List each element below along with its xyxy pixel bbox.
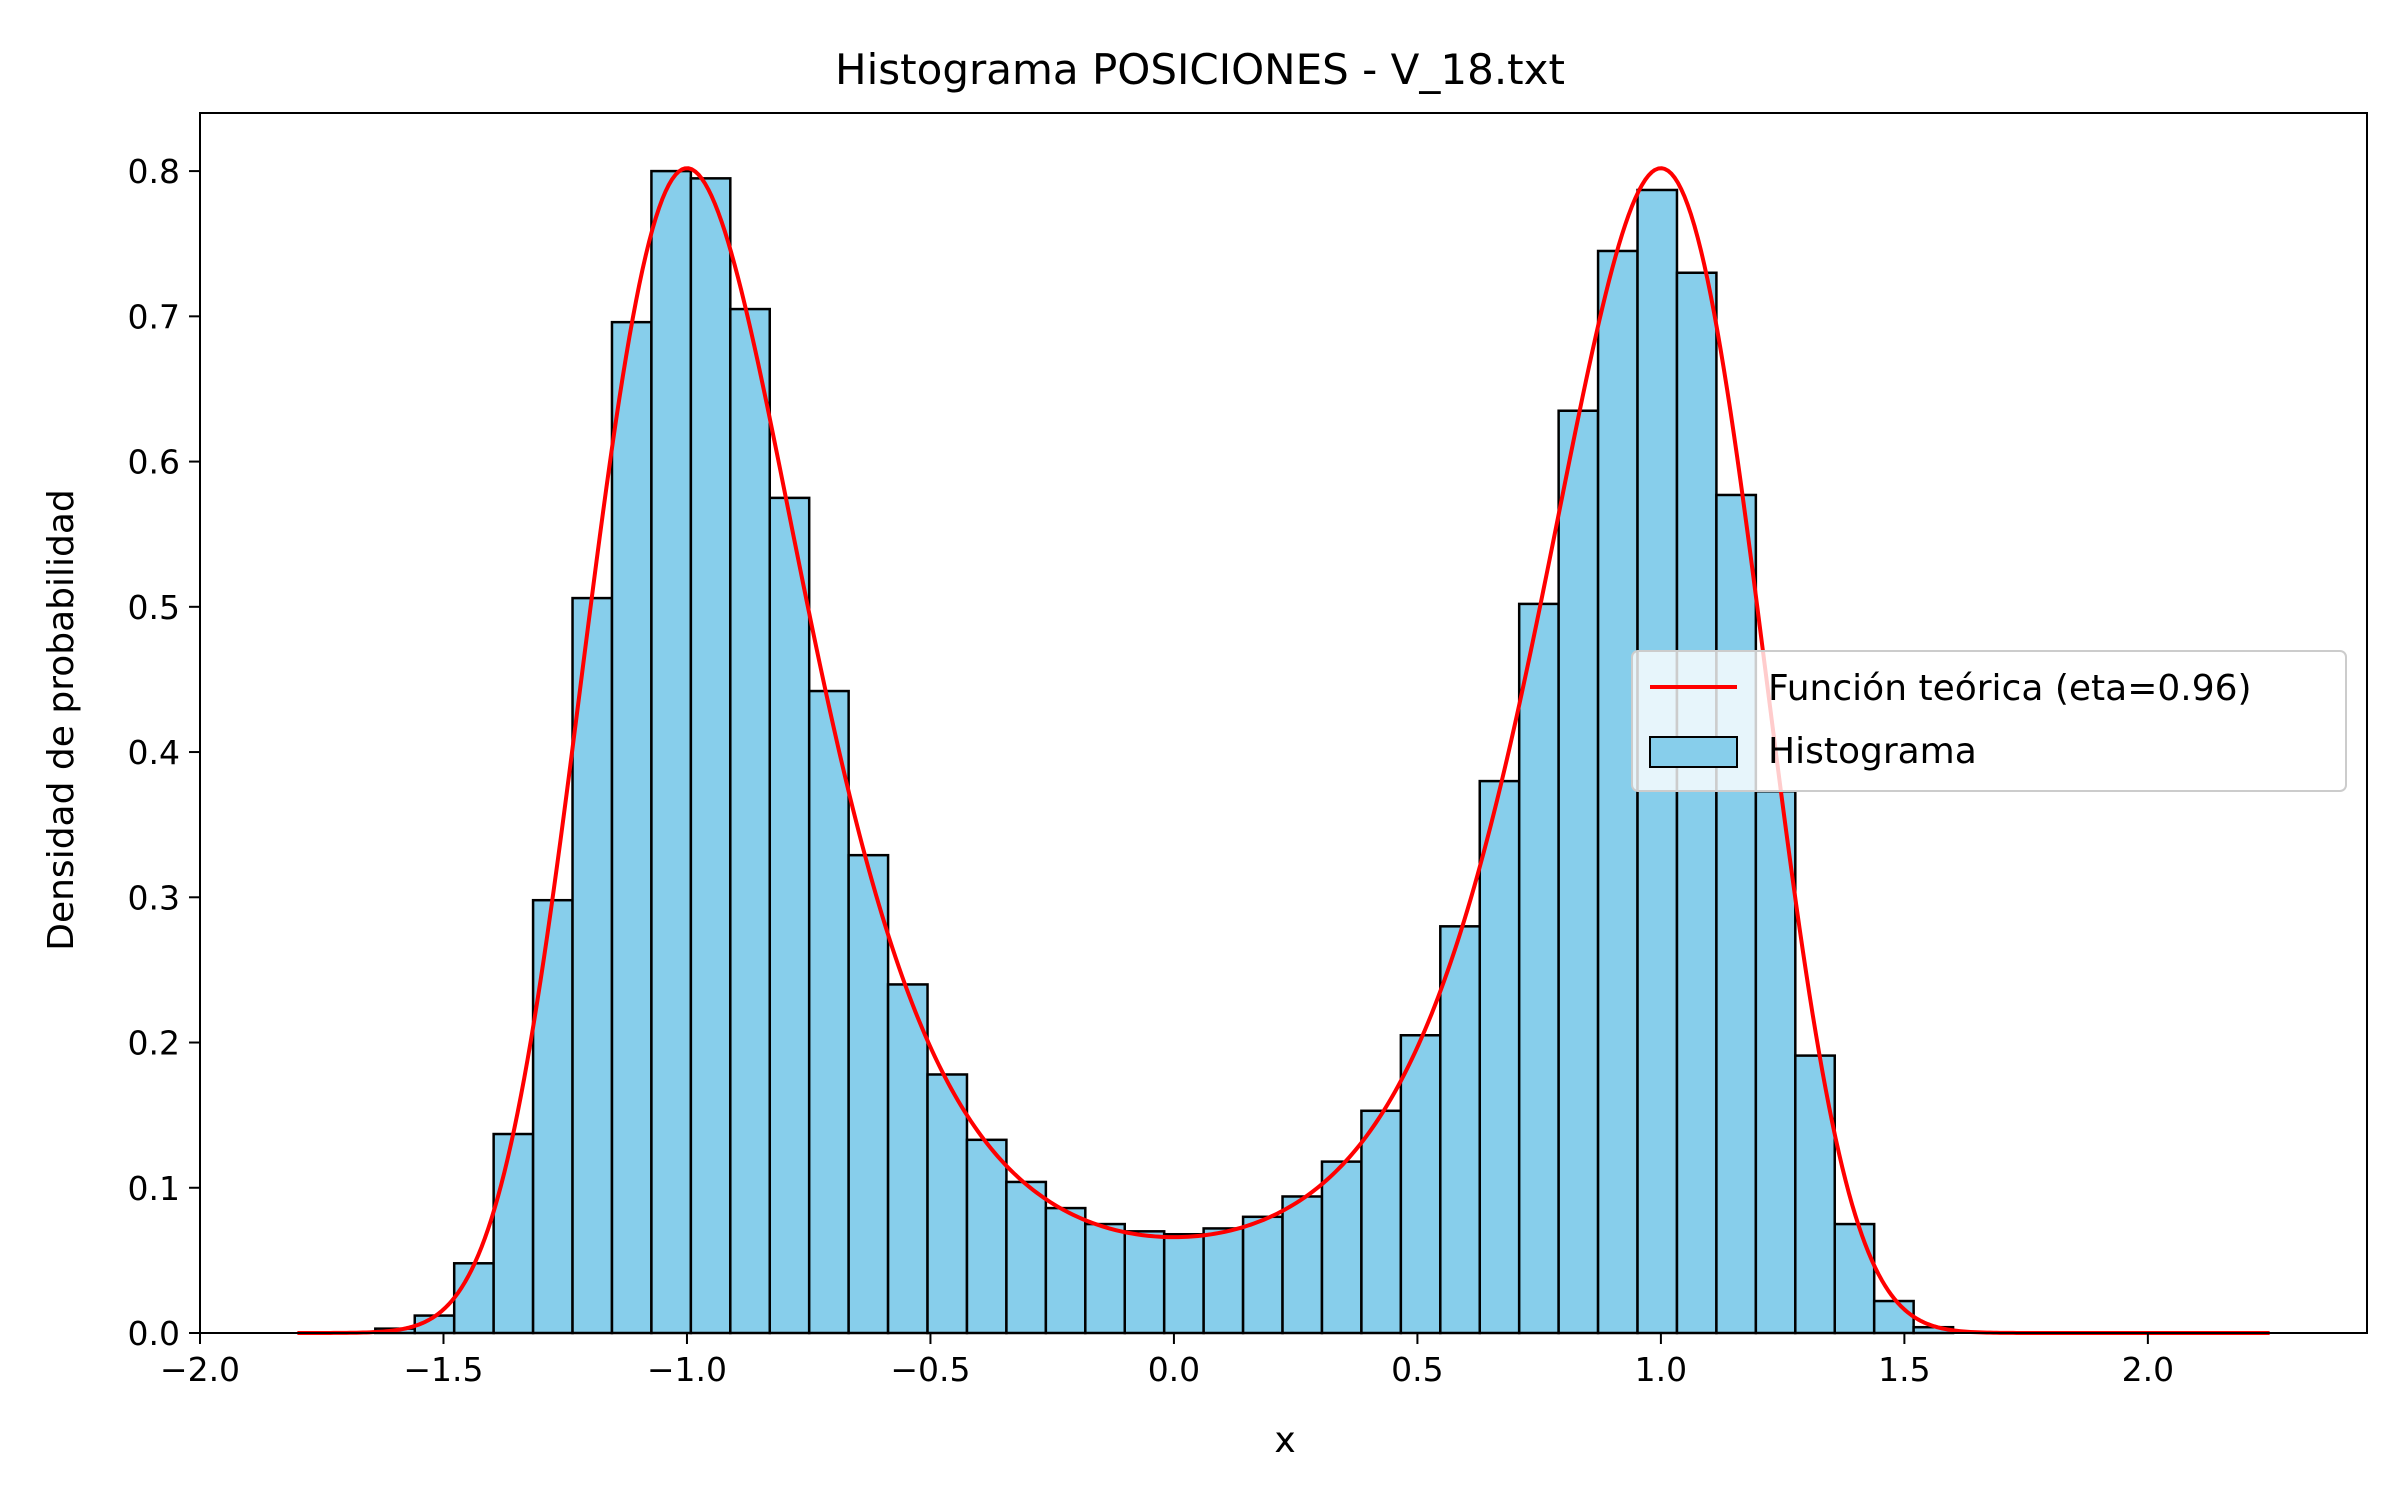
- histogram-bar: [807, 689, 850, 1335]
- x-tick-label: −0.5: [890, 1350, 970, 1389]
- y-tick-label: 0.5: [128, 588, 180, 627]
- y-tick-label: 0.0: [128, 1314, 180, 1353]
- y-tick-label: 0.1: [128, 1169, 180, 1208]
- histogram-bar: [1241, 1215, 1284, 1335]
- y-tick-label: 0.6: [128, 443, 180, 482]
- x-tick-label: 0.0: [1148, 1350, 1200, 1389]
- legend-curve-label: Función teórica (eta=0.96): [1768, 668, 2252, 709]
- x-axis-label: x: [1274, 1420, 1295, 1461]
- theoretical-curve-layer: [297, 166, 2270, 1335]
- x-tick-label: 1.5: [1878, 1350, 1930, 1389]
- y-tick-label: 0.7: [128, 297, 180, 336]
- histogram-bar: [610, 320, 653, 1335]
- histogram-bar: [452, 1262, 495, 1335]
- histogram-bar: [1360, 1109, 1403, 1335]
- y-tick-label: 0.3: [128, 878, 180, 917]
- histogram-bar: [1596, 249, 1639, 1335]
- legend-box: [1631, 650, 2347, 792]
- histogram-bar: [1005, 1180, 1048, 1335]
- y-tick-label: 0.2: [128, 1024, 180, 1063]
- legend-histogram-label: Histograma: [1768, 731, 1977, 772]
- histogram-bar: [531, 898, 574, 1335]
- histogram-bar: [847, 853, 890, 1335]
- y-tick-label: 0.4: [128, 733, 180, 772]
- histogram-bar: [965, 1138, 1008, 1335]
- x-axis-ticks: −2.0 −1.5 −1.0 −0.5 0.0 0.5 1.0 1.5 2.0: [160, 1333, 2174, 1389]
- histogram-bar: [1084, 1222, 1126, 1335]
- histogram-bar: [886, 983, 929, 1335]
- y-axis-ticks: 0.0 0.1 0.2 0.3 0.4 0.5 0.6 0.7 0.8: [128, 152, 200, 1353]
- histogram-bar: [1872, 1299, 1915, 1335]
- histogram-bar: [1162, 1232, 1205, 1335]
- histogram-bar: [1517, 602, 1560, 1335]
- histogram-bar: [1320, 1160, 1363, 1335]
- histogram-bar: [1439, 925, 1481, 1335]
- y-tick-label: 0.8: [128, 152, 180, 191]
- theoretical-curve: [297, 166, 2270, 1335]
- histogram-bar: [1399, 1034, 1442, 1335]
- x-tick-label: 1.0: [1635, 1350, 1687, 1389]
- histogram-bar: [689, 177, 732, 1335]
- histogram-bar: [1754, 790, 1797, 1335]
- histogram-bar: [926, 1073, 969, 1335]
- histogram-bar: [729, 307, 772, 1335]
- histogram-bar: [1675, 271, 1718, 1335]
- histogram-bar: [768, 496, 811, 1335]
- histogram-bar: [650, 169, 693, 1335]
- x-tick-label: 0.5: [1391, 1350, 1443, 1389]
- x-tick-label: 2.0: [2122, 1350, 2174, 1389]
- plot-area-frame: [199, 112, 2368, 1334]
- histogram-bar: [1715, 493, 1758, 1335]
- legend-histogram-swatch: [1649, 736, 1738, 768]
- histogram-bar: [1123, 1230, 1166, 1335]
- x-tick-label: −1.5: [403, 1350, 483, 1389]
- x-tick-label: −2.0: [160, 1350, 240, 1389]
- histogram-bar: [1557, 409, 1600, 1335]
- histogram-bar: [1833, 1222, 1876, 1335]
- legend: Función teórica (eta=0.96) Histograma: [1631, 650, 2347, 792]
- histogram-bar: [1202, 1227, 1245, 1335]
- histogram-bar: [1281, 1195, 1324, 1335]
- x-tick-label: −1.0: [647, 1350, 727, 1389]
- histogram-bar: [1478, 779, 1521, 1335]
- histogram-bar: [1044, 1206, 1087, 1335]
- chart-title: Histograma POSICIONES - V_18.txt: [835, 45, 1565, 94]
- histogram-bar: [492, 1132, 535, 1335]
- y-axis-label: Densidad de probabilidad: [41, 489, 82, 951]
